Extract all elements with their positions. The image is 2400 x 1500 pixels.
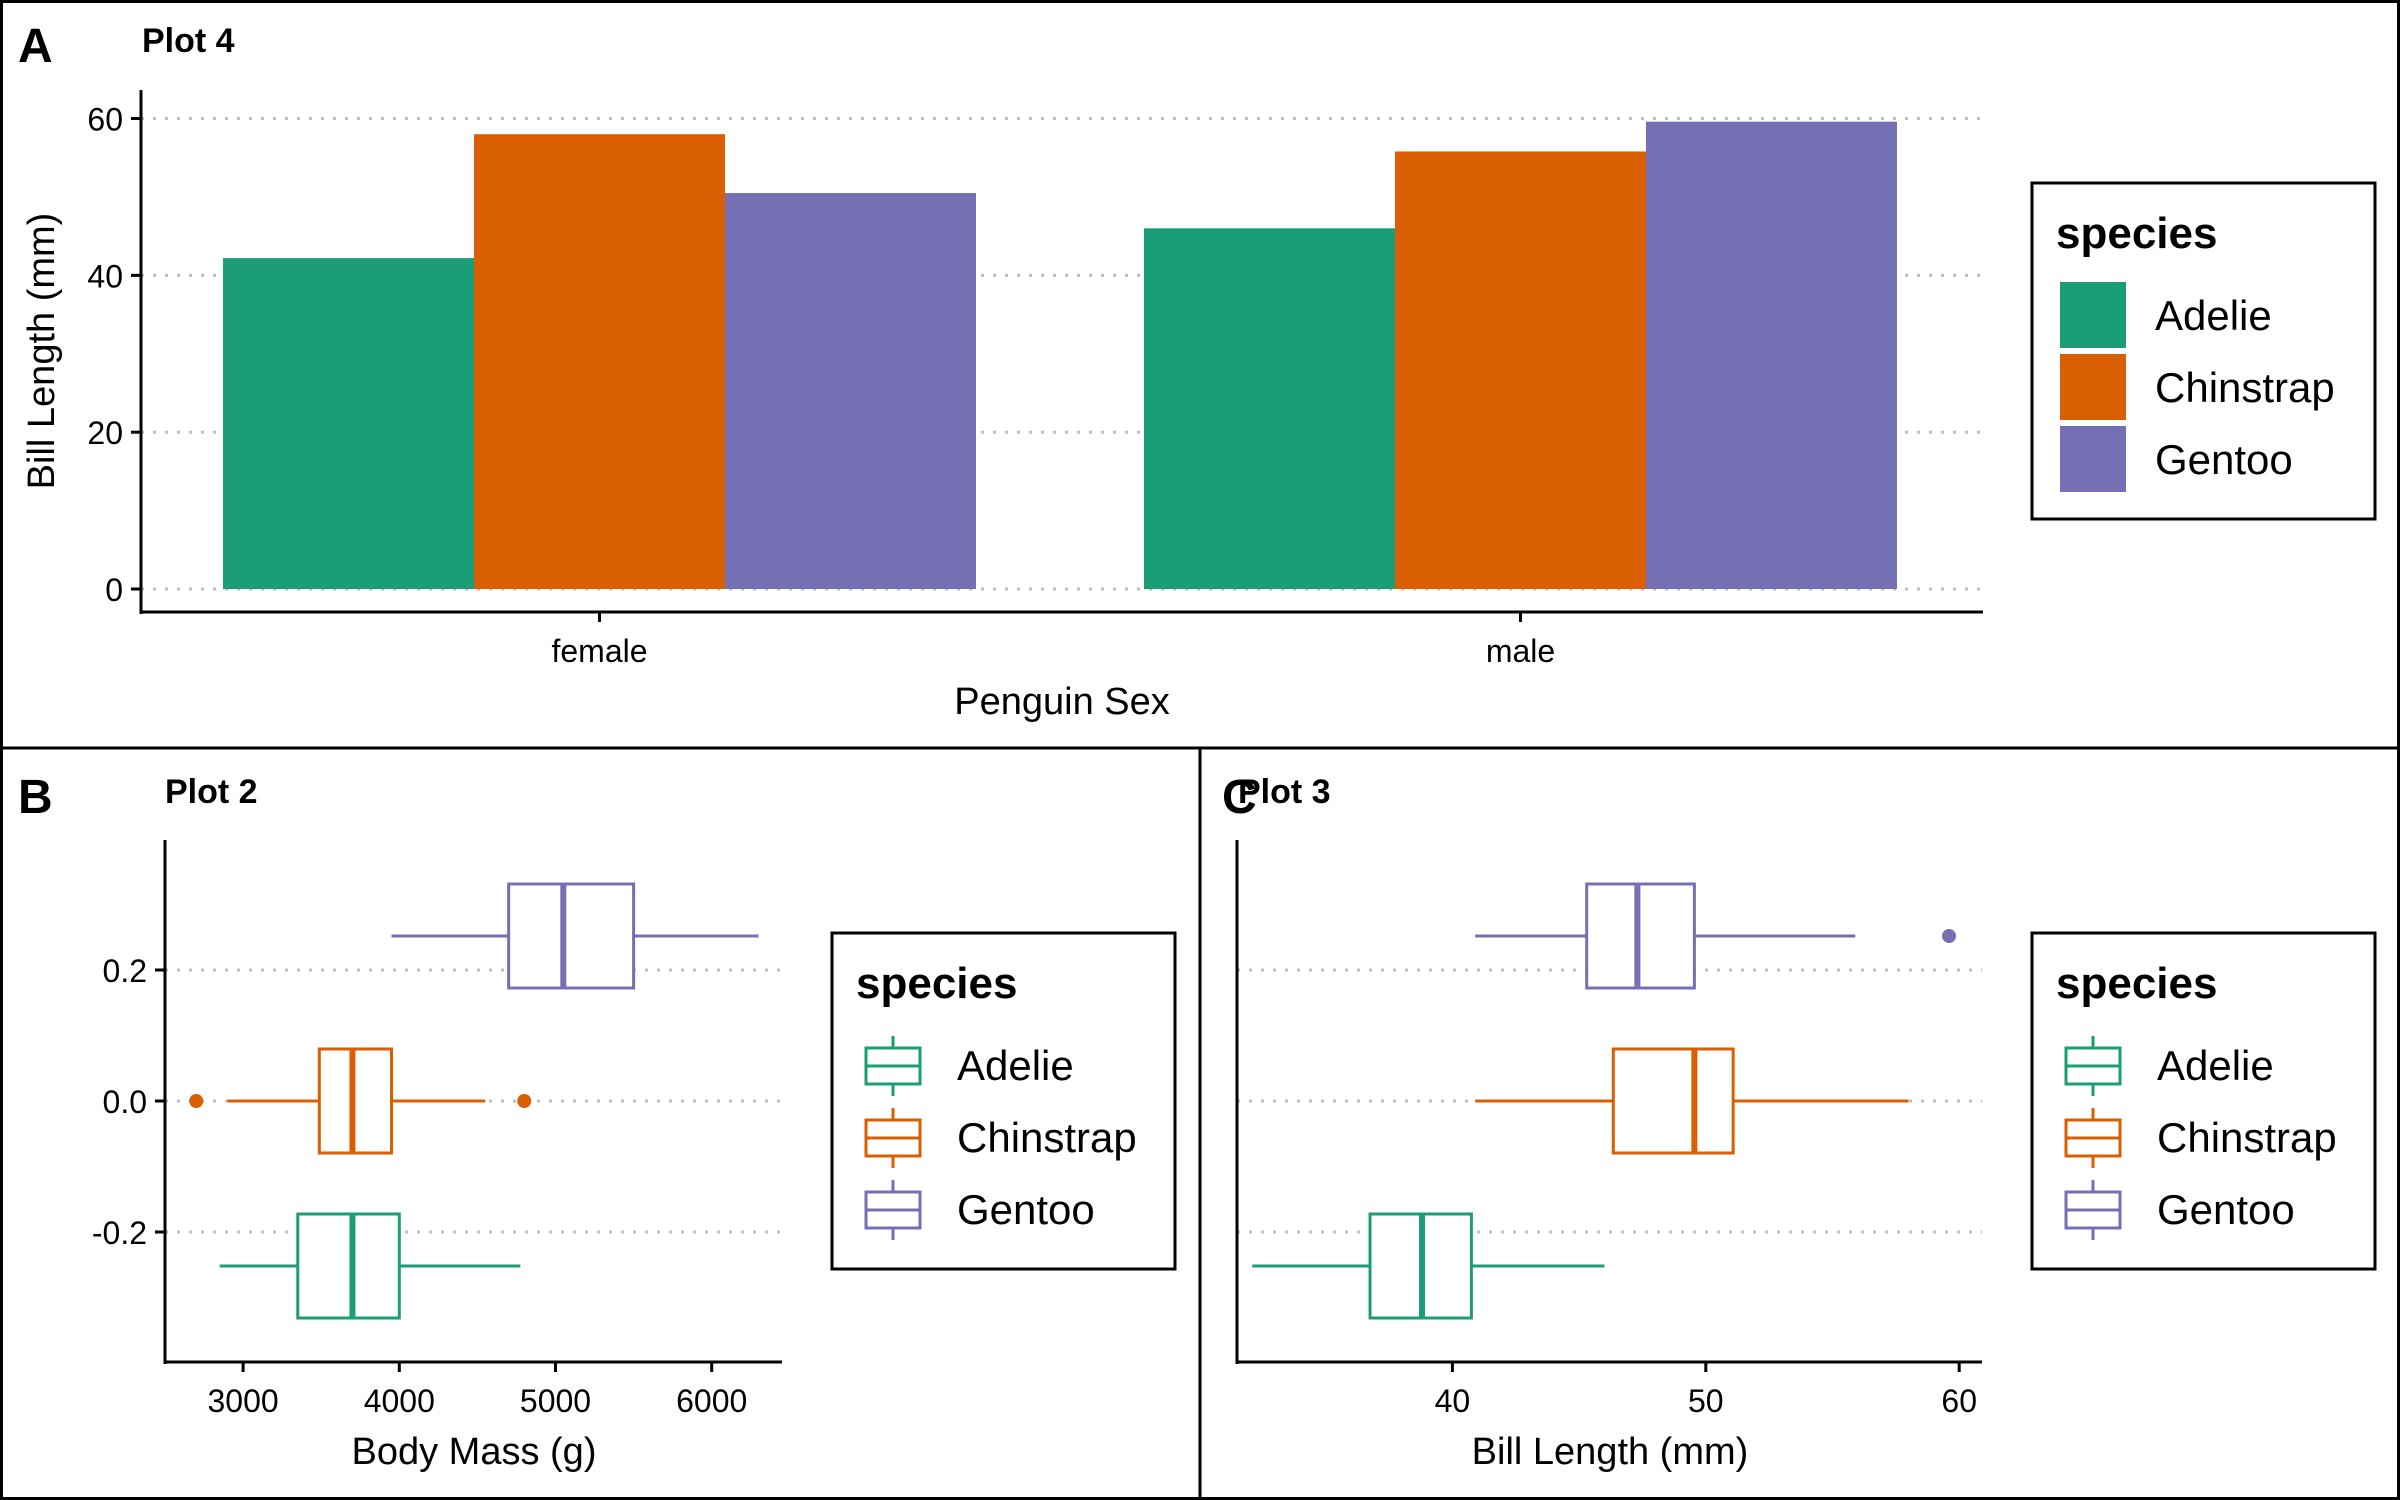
bar-male-adelie: [1144, 228, 1395, 590]
panel-b-x-tick-label: 6000: [676, 1383, 747, 1419]
outlier-gentoo: [1942, 929, 1957, 943]
panel-b-legend: species Adelie Chinstrap Gentoo: [830, 931, 1177, 1271]
legend-label-chinstrap: Chinstrap: [2155, 364, 2335, 411]
legend-key-gentoo: [2060, 426, 2126, 492]
panel-b-y-tick-label: 0.2: [103, 953, 147, 989]
panel-b-x-tick-label: 5000: [520, 1383, 591, 1419]
legend-label-gentoo: Gentoo: [2157, 1186, 2295, 1233]
panel-b-tag: B: [18, 771, 53, 824]
panel-b-x-tick-label: 3000: [208, 1383, 279, 1419]
panel-a-bars: [223, 121, 1897, 590]
panel-a-legend-items: Adelie Chinstrap Gentoo: [2060, 282, 2335, 492]
legend-key-gentoo: [864, 1180, 922, 1240]
legend-key-chinstrap: [2060, 354, 2126, 420]
panel-a-y-ticks: 0 20 40 60: [87, 102, 141, 608]
panel-c-x-tick-label: 40: [1435, 1383, 1471, 1419]
panel-c-legend-title: species: [2056, 959, 2217, 1008]
panel-a-y-tick-label: 20: [87, 415, 123, 451]
iqr-box-adelie: [296, 1212, 401, 1320]
legend-label-gentoo: Gentoo: [957, 1186, 1095, 1233]
legend-label-adelie: Adelie: [2157, 1042, 2274, 1089]
panel-a-x-ticks: female male: [551, 612, 1555, 669]
panel-a-title: Plot 4: [142, 22, 235, 60]
panel-c-x-tick-label: 60: [1941, 1383, 1977, 1419]
legend-label-chinstrap: Chinstrap: [2157, 1114, 2337, 1161]
panel-a-y-tick-label: 40: [87, 258, 123, 294]
panel-b-legend-title: species: [856, 959, 1017, 1008]
panel-b-legend-items: Adelie Chinstrap Gentoo: [864, 1036, 1137, 1240]
legend-label-gentoo: Gentoo: [2155, 436, 2293, 483]
panel-a-y-label: Bill Length (mm): [21, 213, 63, 490]
bar-male-chinstrap: [1395, 151, 1646, 589]
legend-label-adelie: Adelie: [957, 1042, 1074, 1089]
panel-b-y-tick-label: 0.0: [103, 1084, 147, 1120]
panel-c-title: Plot 3: [1238, 773, 1331, 811]
panel-b-x-ticks: 3000 4000 5000 6000: [208, 1362, 747, 1419]
panel-a-x-label: Penguin Sex: [954, 681, 1170, 723]
box-chinstrap: [1475, 1047, 1909, 1155]
box-adelie: [219, 1212, 521, 1320]
panel-c-boxes: [1252, 882, 1957, 1320]
panel-c-x-ticks: 40 50 60: [1435, 1362, 1977, 1419]
box-gentoo: [1475, 882, 1957, 990]
legend-label-adelie: Adelie: [2155, 292, 2272, 339]
outlier-chinstrap: [517, 1094, 532, 1108]
panel-a-legend-title: species: [2056, 209, 2217, 258]
outlier-chinstrap: [189, 1094, 204, 1108]
panel-b-x-label: Body Mass (g): [352, 1431, 597, 1473]
box-adelie: [1252, 1212, 1605, 1320]
panel-c-legend: species Adelie Chinstrap Gentoo: [2030, 931, 2377, 1271]
panel-c: C Plot 3 40 50 60 Bill Length (mm) species…: [1222, 771, 2377, 1473]
panel-b: B Plot 2 0.2 0.0 -0.2 3000 4000 5000 6000 Bod…: [18, 771, 1177, 1473]
panel-b-title: Plot 2: [165, 773, 258, 811]
panel-c-x-tick-label: 50: [1688, 1383, 1724, 1419]
panel-c-tag: C: [1222, 771, 1257, 824]
iqr-box-chinstrap: [1611, 1047, 1735, 1155]
box-gentoo: [391, 882, 759, 990]
legend-key-adelie: [2060, 282, 2126, 348]
box-chinstrap: [189, 1047, 532, 1155]
panel-a-y-tick-label: 0: [105, 572, 123, 608]
iqr-box-gentoo: [507, 882, 636, 990]
panel-a-x-tick-label: male: [1486, 633, 1555, 669]
panel-b-y-tick-label: -0.2: [92, 1215, 147, 1251]
legend-key-chinstrap: [864, 1108, 922, 1168]
bar-female-gentoo: [725, 193, 976, 589]
bar-male-gentoo: [1646, 121, 1897, 590]
iqr-box-gentoo: [1585, 882, 1696, 990]
panel-c-x-label: Bill Length (mm): [1472, 1431, 1749, 1473]
legend-key-gentoo: [2064, 1180, 2122, 1240]
panel-a-y-tick-label: 60: [87, 102, 123, 138]
panel-a-x-tick-label: female: [551, 633, 647, 669]
legend-key-chinstrap: [2064, 1108, 2122, 1168]
bar-female-adelie: [223, 258, 474, 589]
panel-a-legend: species Adelie Chinstrap Gentoo: [2030, 181, 2377, 521]
legend-label-chinstrap: Chinstrap: [957, 1114, 1137, 1161]
panel-a-tag: A: [18, 20, 53, 73]
legend-key-adelie: [864, 1036, 922, 1096]
panel-b-x-tick-label: 4000: [364, 1383, 435, 1419]
legend-key-adelie: [2064, 1036, 2122, 1096]
panel-b-y-ticks: 0.2 0.0 -0.2: [92, 953, 165, 1251]
bar-female-chinstrap: [474, 134, 725, 589]
panel-b-boxes: [189, 882, 759, 1320]
panel-c-legend-items: Adelie Chinstrap Gentoo: [2064, 1036, 2337, 1240]
